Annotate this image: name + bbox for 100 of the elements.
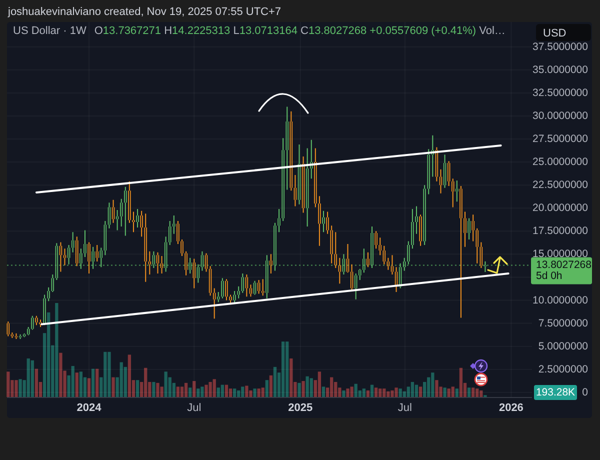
bar: [480, 390, 483, 397]
candlestick: [120, 198, 123, 227]
bar: [310, 378, 313, 397]
bar: [386, 391, 390, 397]
bar: [196, 388, 200, 397]
bar: [26, 358, 30, 397]
candlestick: [257, 280, 260, 294]
candlestick: [419, 214, 422, 246]
candlestick: [172, 215, 176, 234]
bar: [273, 366, 277, 397]
text: 193.28K: [536, 386, 576, 398]
candlestick: [144, 214, 147, 282]
bar: [472, 388, 475, 397]
bar: [286, 342, 289, 397]
bar: [476, 388, 479, 397]
candlestick: [278, 209, 280, 232]
bar: [204, 384, 208, 397]
bar: [261, 388, 264, 397]
candlestick: [233, 291, 236, 304]
candlestick: [217, 292, 220, 302]
bar: [18, 379, 22, 397]
y-tick-label: 2.5000000: [538, 363, 588, 376]
bar: [208, 382, 212, 397]
y-tick-label: 30.0000000: [532, 110, 588, 122]
candlestick: [302, 156, 305, 213]
bar: [354, 384, 358, 397]
bar: [212, 379, 216, 397]
candlestick: [229, 294, 232, 304]
bar: [398, 388, 402, 397]
bar: [447, 388, 450, 397]
y-tick-label: 10.0000000: [532, 294, 588, 306]
y-tick-label: 27.5000000: [532, 133, 588, 146]
candlestick: [6, 321, 10, 336]
bar: [414, 384, 418, 397]
candlestick: [43, 294, 46, 326]
bar: [120, 362, 123, 397]
bar: [362, 388, 366, 397]
candlestick: [306, 148, 309, 227]
candlestick: [427, 149, 430, 194]
bar: [342, 390, 346, 397]
bar: [253, 388, 256, 397]
bar: [443, 388, 446, 397]
bar: [184, 382, 188, 397]
candlestick: [245, 274, 248, 297]
bar: [302, 381, 305, 397]
candlestick: [18, 334, 22, 339]
candlestick: [136, 209, 139, 228]
bar: [156, 382, 160, 397]
bar: [87, 378, 91, 397]
bar: [180, 386, 184, 397]
bar: [390, 390, 394, 397]
candlestick: [464, 212, 466, 247]
y-tick-label: 35.0000000: [532, 64, 588, 76]
bar: [232, 388, 236, 397]
bar: [34, 368, 38, 397]
y-tick-label: 7.5000000: [538, 317, 588, 330]
bar: [459, 368, 463, 397]
bar: [423, 382, 426, 397]
x-tick-label: Jul: [398, 402, 412, 414]
bar: [322, 386, 326, 397]
bar: [418, 386, 422, 397]
candlestick: [447, 161, 450, 186]
candlestick: [439, 169, 442, 194]
candlestick: [176, 221, 180, 244]
candlestick: [390, 255, 394, 274]
candlestick: [204, 253, 208, 272]
candlestick: [366, 252, 370, 268]
candlestick: [330, 226, 333, 264]
candlestick: [76, 236, 78, 266]
candlestick: [286, 106, 288, 190]
bar: [47, 312, 50, 397]
bar: [378, 388, 382, 397]
bar: [160, 386, 164, 397]
text: joshuakevinalviano created, Nov 19, 2025 07:55 UTC+7: [7, 6, 282, 18]
bar: [290, 358, 293, 397]
bar: [152, 382, 156, 397]
y-tick-label: 37.5000000: [532, 40, 588, 53]
candlestick: [208, 266, 212, 296]
candlestick: [253, 280, 256, 295]
bar: [128, 354, 132, 397]
candlestick: [386, 258, 390, 270]
x-tick-label: 2024: [76, 402, 102, 414]
candlestick: [148, 251, 152, 274]
candlestick: [270, 254, 272, 274]
candlestick: [338, 258, 342, 284]
candlestick: [472, 214, 474, 242]
bar: [350, 386, 354, 397]
bar: [75, 372, 78, 397]
bar: [257, 388, 260, 397]
bar: [281, 342, 285, 397]
bar: [79, 372, 83, 397]
candlestick: [22, 333, 26, 338]
x-tick-label: 2026: [498, 402, 524, 414]
candlestick: [241, 274, 244, 293]
candlestick: [124, 186, 127, 236]
bar: [410, 382, 414, 397]
bar: [96, 368, 99, 397]
candlestick: [378, 238, 382, 256]
candlestick: [452, 178, 454, 208]
ref-line-label: 13.8027268 5d 0h: [536, 259, 592, 282]
